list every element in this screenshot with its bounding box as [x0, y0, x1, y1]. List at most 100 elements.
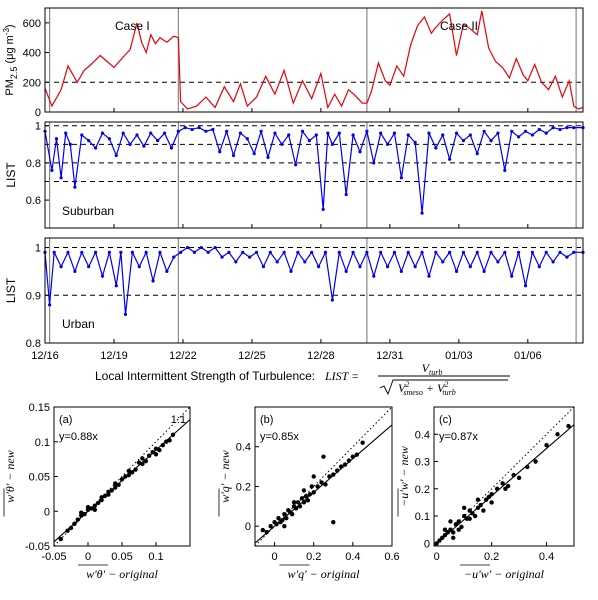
series-point — [151, 279, 155, 283]
series-point — [93, 146, 98, 150]
series-point — [259, 129, 263, 133]
scatter-point — [478, 502, 483, 508]
series-point — [537, 127, 541, 132]
scatter-point — [456, 527, 461, 532]
x-axis-label: w'θ' − original — [86, 567, 158, 581]
y-tick-label: 0.4 — [236, 442, 251, 454]
y-tick-label: 1 — [35, 243, 41, 255]
series-point — [454, 131, 459, 135]
series-point — [135, 133, 139, 137]
series-point — [510, 129, 514, 133]
scatter-point — [303, 494, 309, 499]
series-point — [114, 284, 118, 288]
y-tick-label: 0 — [424, 538, 430, 550]
series-point — [73, 269, 77, 274]
scatter-point — [143, 459, 148, 464]
scatter_b-panel: 0 0.2 0.4 0.6 0 0.2 0.4 (b) y=0.85x w'q' − origin… — [218, 406, 400, 581]
series-point — [461, 138, 466, 143]
series-point — [434, 250, 438, 254]
series-point — [137, 265, 141, 269]
series-point — [93, 250, 98, 254]
scatter-point — [116, 482, 121, 488]
scatter-point — [461, 513, 467, 519]
series-point — [572, 125, 576, 130]
y-tick-label: 0 — [35, 107, 41, 119]
scatter-point — [453, 521, 459, 527]
scatter-point — [319, 480, 324, 485]
scatter-point — [291, 500, 297, 505]
x-tick-label: 0 — [85, 551, 91, 563]
plot-frame — [44, 7, 584, 113]
scatter-point — [459, 524, 464, 530]
series-point — [351, 133, 355, 137]
series-point — [503, 250, 507, 254]
series-point — [80, 250, 84, 254]
series-point — [114, 153, 118, 158]
scatter-point — [282, 523, 287, 529]
series-point — [399, 269, 403, 274]
series-point — [73, 185, 77, 189]
scatter-point — [327, 474, 332, 479]
series-point — [326, 131, 330, 135]
y-tick-label: 0.6 — [26, 195, 41, 207]
scatter-panels: -0.05 0 0.05 0.1 -0.05 0 0.05 0.1 0.15 (a) y=0.88x… — [3, 402, 575, 581]
scatter-point — [282, 512, 287, 517]
series-point — [162, 131, 167, 135]
scatter-point — [505, 483, 511, 489]
series-point — [323, 250, 328, 254]
series-point — [204, 129, 208, 133]
y-tick-label: 0.4 — [415, 429, 430, 441]
scatter-point — [119, 477, 125, 482]
scatter-point — [85, 504, 91, 510]
formula-denominator: V2 smeso + V2 turb — [398, 380, 456, 397]
series-point — [448, 157, 452, 161]
y-tick-label: 0.8 — [26, 338, 41, 350]
series-point — [321, 207, 325, 212]
series-point — [231, 153, 236, 158]
scatter-point — [555, 432, 560, 437]
scatter-point — [92, 507, 98, 513]
one-to-one-line — [53, 406, 191, 547]
x-tick-label: 0.4 — [345, 551, 360, 563]
scatter-point — [136, 460, 142, 465]
series-point — [245, 137, 249, 141]
panel-label: (b) — [260, 414, 273, 426]
scatter-point — [126, 472, 131, 478]
series-point — [66, 250, 70, 254]
x-tick-label: 12/19 — [100, 350, 128, 362]
series-point — [59, 176, 63, 180]
y-tick-label: 0.1 — [35, 437, 50, 449]
scatter-point — [160, 443, 165, 448]
series-point — [100, 274, 105, 278]
series-line — [44, 246, 583, 315]
series-point — [248, 255, 252, 259]
series-point — [254, 250, 259, 254]
series-point — [489, 138, 493, 143]
series-point — [489, 250, 493, 254]
list_suburban-panel: 0.6 0.8 1 LIST Suburban — [4, 121, 585, 229]
scatter-point — [307, 492, 312, 497]
series-point — [176, 129, 180, 133]
scatter-point — [123, 474, 128, 479]
series-point — [149, 131, 153, 135]
y-axis-label: PM2.5 (μg m-3) — [2, 24, 19, 95]
y-tick-label: 0.2 — [415, 484, 430, 496]
series-point — [434, 146, 438, 150]
scatter-point — [472, 513, 478, 519]
series-line — [44, 10, 584, 110]
series-point — [296, 250, 300, 254]
scatter-point — [342, 462, 348, 467]
scatter-point — [164, 439, 169, 444]
series-point — [565, 255, 569, 259]
series-point — [121, 131, 125, 135]
series-point — [316, 265, 321, 269]
series-point — [275, 260, 279, 264]
series-point — [558, 250, 562, 254]
series-point — [183, 125, 187, 130]
scatter-point — [467, 516, 472, 521]
series-point — [330, 298, 334, 302]
series-point — [392, 250, 397, 254]
formula-lhs: LIST = — [324, 369, 359, 383]
y-axis-label: LIST — [4, 277, 18, 303]
